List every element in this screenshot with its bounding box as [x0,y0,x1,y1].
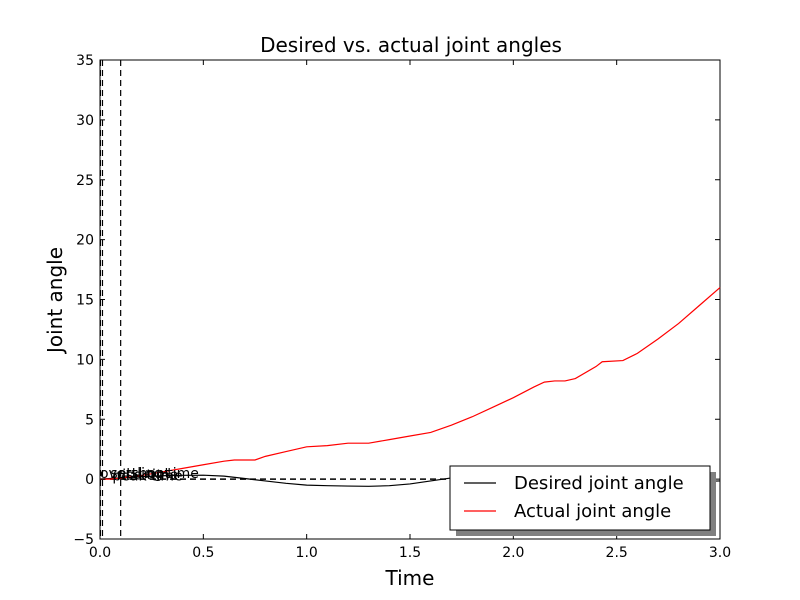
y-axis-ticks: −5 0 5 10 15 20 25 30 35 [73,53,720,548]
legend-label-actual: Actual joint angle [514,501,671,522]
x-tick-label: 1.0 [296,545,318,561]
legend-label-desired: Desired joint angle [514,473,684,494]
plot-area [99,59,721,540]
legend: Desired joint angle Actual joint angle [449,465,716,536]
annotation-label: peak time [112,468,182,484]
annotation-label: rise time [117,468,179,484]
annotation-label: overshoot [100,466,171,482]
y-tick-label: 30 [76,113,94,129]
x-tick-label: 1.5 [399,545,421,561]
y-tick-label: 15 [76,293,94,309]
x-tick-label: 0.5 [192,545,214,561]
series-line-actual [100,287,721,480]
x-tick-label: 2.0 [502,545,524,561]
y-tick-label: 5 [85,412,94,428]
y-tick-label: 0 [85,472,94,488]
x-tick-label: 3.0 [709,545,731,561]
x-axis-label: Time [385,566,435,590]
y-tick-label: 10 [76,352,94,368]
y-tick-label: −5 [73,532,94,548]
x-axis-ticks: 0.0 0.5 1.0 1.5 2.0 2.5 3.0 [89,60,731,561]
annotation-label: settling time [110,466,199,482]
y-axis-label: Joint angle [43,247,67,355]
x-tick-label: 0.0 [89,545,111,561]
y-tick-label: 35 [76,53,94,69]
y-tick-label: 25 [76,173,94,189]
x-tick-label: 2.5 [606,545,628,561]
y-tick-label: 20 [76,233,94,249]
legend-box [449,465,711,531]
chart-title: Desired vs. actual joint angles [260,33,562,57]
